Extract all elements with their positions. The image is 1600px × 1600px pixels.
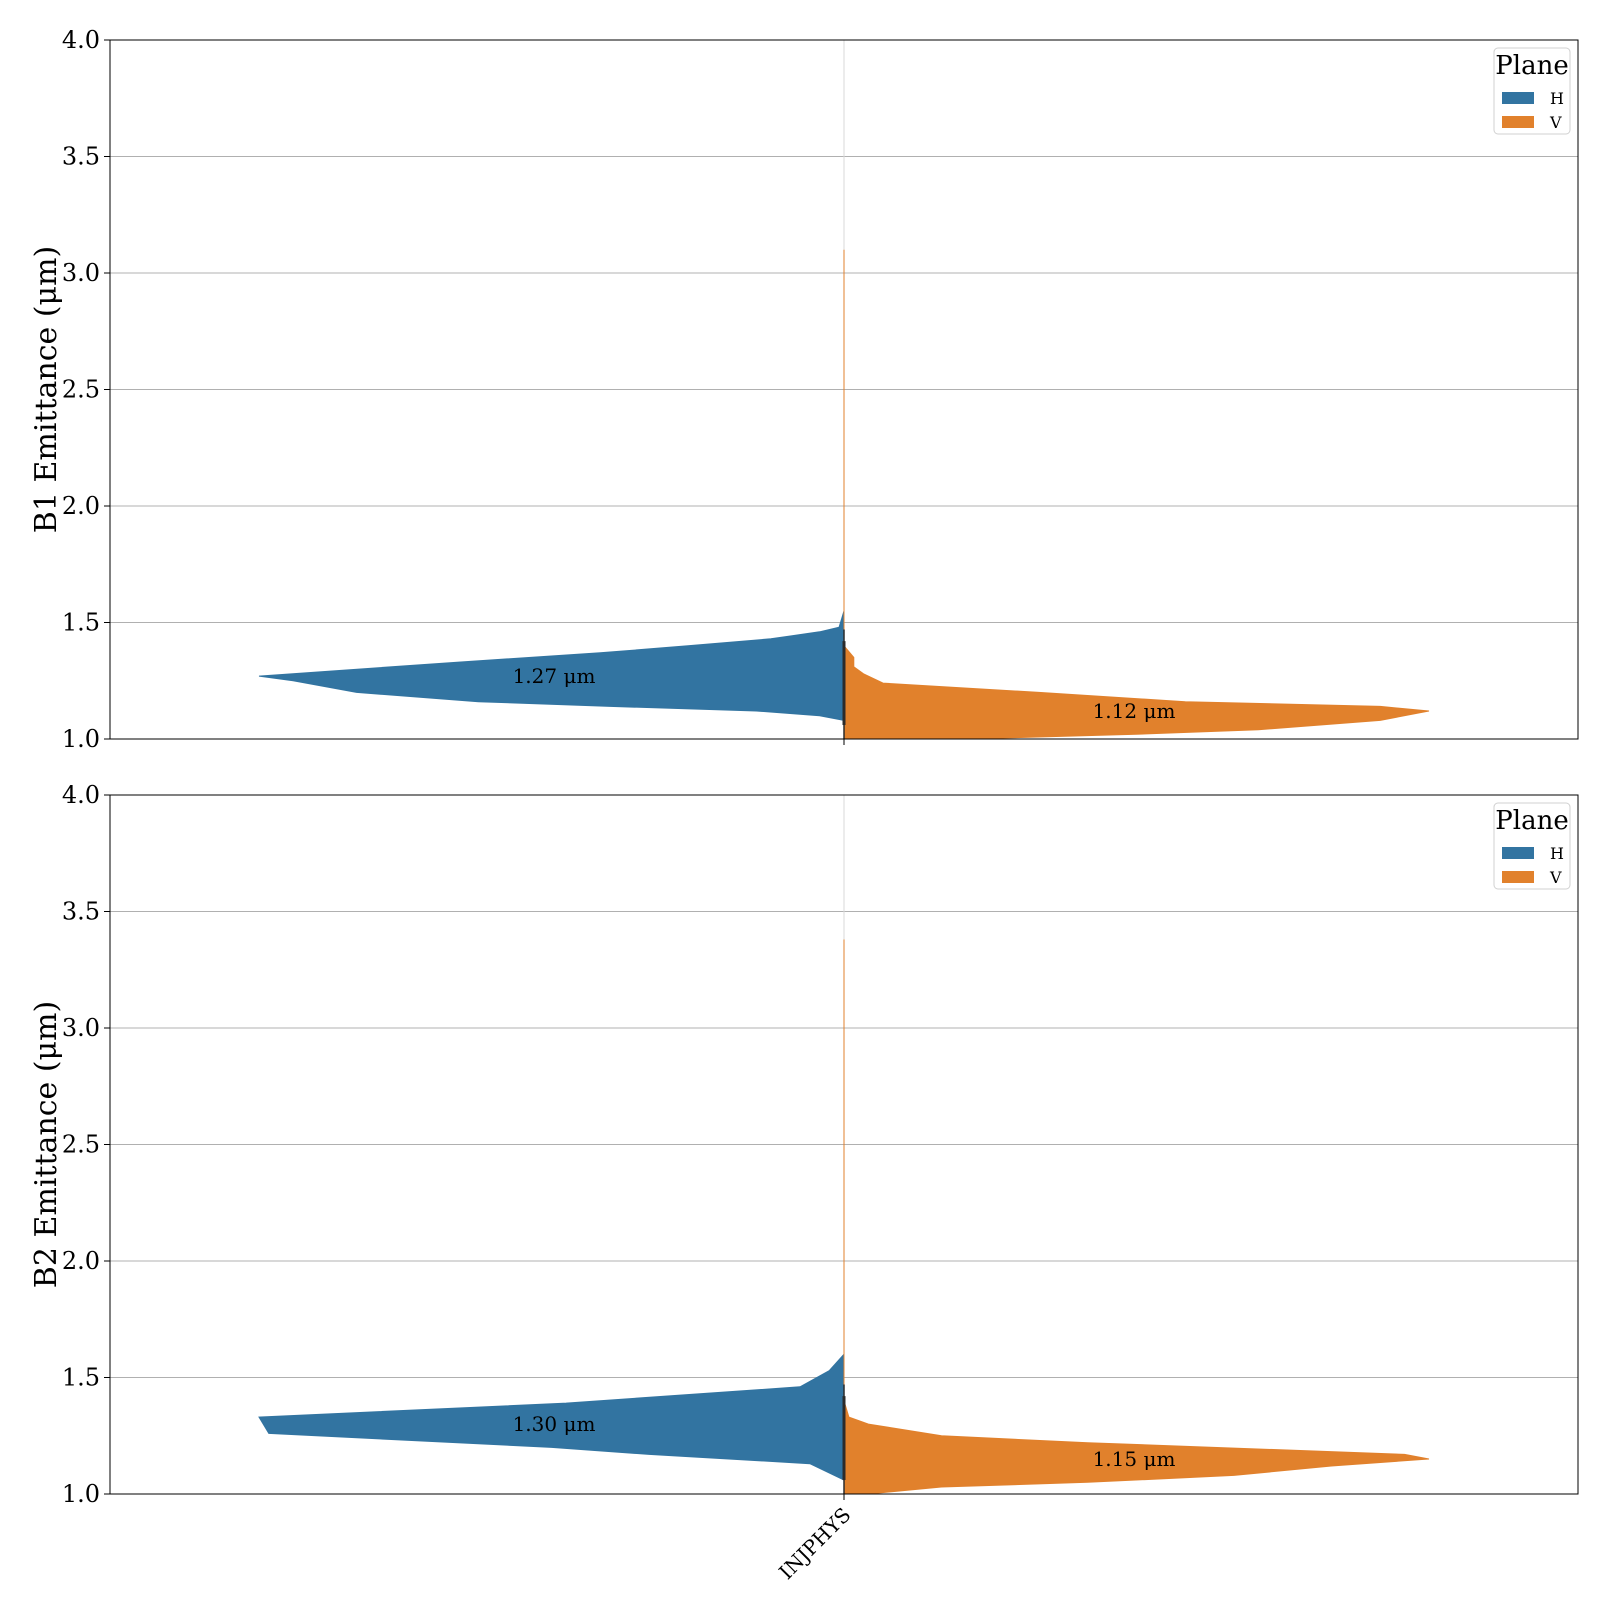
y-tick-label: 1.5 <box>62 609 100 637</box>
violin-half-v <box>843 249 1430 740</box>
y-tick-label: 1.0 <box>62 1480 100 1508</box>
y-tick-label: 3.5 <box>62 143 100 171</box>
median-label-h: 1.30 μm <box>513 1412 596 1436</box>
legend: Plane HV <box>1493 802 1571 890</box>
legend-swatch-v <box>1502 871 1534 883</box>
legend-box <box>1493 802 1571 890</box>
legend: Plane HV <box>1493 47 1571 135</box>
median-label-h: 1.27 μm <box>513 664 596 688</box>
y-tick-label: 3.0 <box>62 259 100 287</box>
legend-swatch-h <box>1502 92 1534 104</box>
legend-entry-h: H <box>1550 844 1564 863</box>
y-tick-label: 1.5 <box>62 1364 100 1392</box>
violins <box>258 939 1430 1495</box>
panel-b1: 1.27 μm 1.12 μm 1.0 1.5 2.0 2.5 3.0 3.5 4.0 B1 … <box>29 26 1579 753</box>
median-annotations: 1.30 μm 1.15 μm <box>513 1412 1176 1471</box>
violin-half-v <box>843 939 1430 1495</box>
y-tick-label: 4.0 <box>62 26 100 54</box>
x-axis-ticks: INJPHYS <box>774 1494 856 1584</box>
y-tick-label: 2.5 <box>62 1131 100 1159</box>
panel-b2: 1.30 μm 1.15 μm 1.0 1.5 2.0 2.5 3.0 3.5 4.0 INJ… <box>29 781 1579 1584</box>
y-axis-ticks: 1.0 1.5 2.0 2.5 3.0 3.5 4.0 <box>62 781 110 1508</box>
legend-entry-h: H <box>1550 89 1564 108</box>
y-axis-label: B2 Emittance (μm) <box>29 1001 64 1288</box>
x-tick-label: INJPHYS <box>774 1503 855 1584</box>
violin-half-h <box>258 587 845 739</box>
violin-half-h <box>258 1307 845 1494</box>
legend-entry-v: V <box>1549 113 1562 132</box>
legend-title: Plane <box>1495 51 1568 81</box>
legend-entry-v: V <box>1549 868 1562 887</box>
y-tick-label: 3.0 <box>62 1014 100 1042</box>
y-axis-label: B1 Emittance (μm) <box>29 246 64 533</box>
y-tick-label: 2.0 <box>62 1247 100 1275</box>
violins <box>258 249 1430 740</box>
median-label-v: 1.15 μm <box>1093 1447 1176 1471</box>
y-tick-label: 1.0 <box>62 725 100 753</box>
median-label-v: 1.12 μm <box>1093 699 1176 723</box>
y-tick-label: 2.5 <box>62 376 100 404</box>
median-annotations: 1.27 μm 1.12 μm <box>513 664 1176 723</box>
y-tick-label: 2.0 <box>62 492 100 520</box>
legend-swatch-h <box>1502 847 1534 859</box>
legend-swatch-v <box>1502 116 1534 128</box>
y-axis-ticks: 1.0 1.5 2.0 2.5 3.0 3.5 4.0 <box>62 26 110 753</box>
y-tick-label: 4.0 <box>62 781 100 809</box>
legend-title: Plane <box>1495 806 1568 836</box>
y-tick-label: 3.5 <box>62 898 100 926</box>
legend-box <box>1493 47 1571 135</box>
